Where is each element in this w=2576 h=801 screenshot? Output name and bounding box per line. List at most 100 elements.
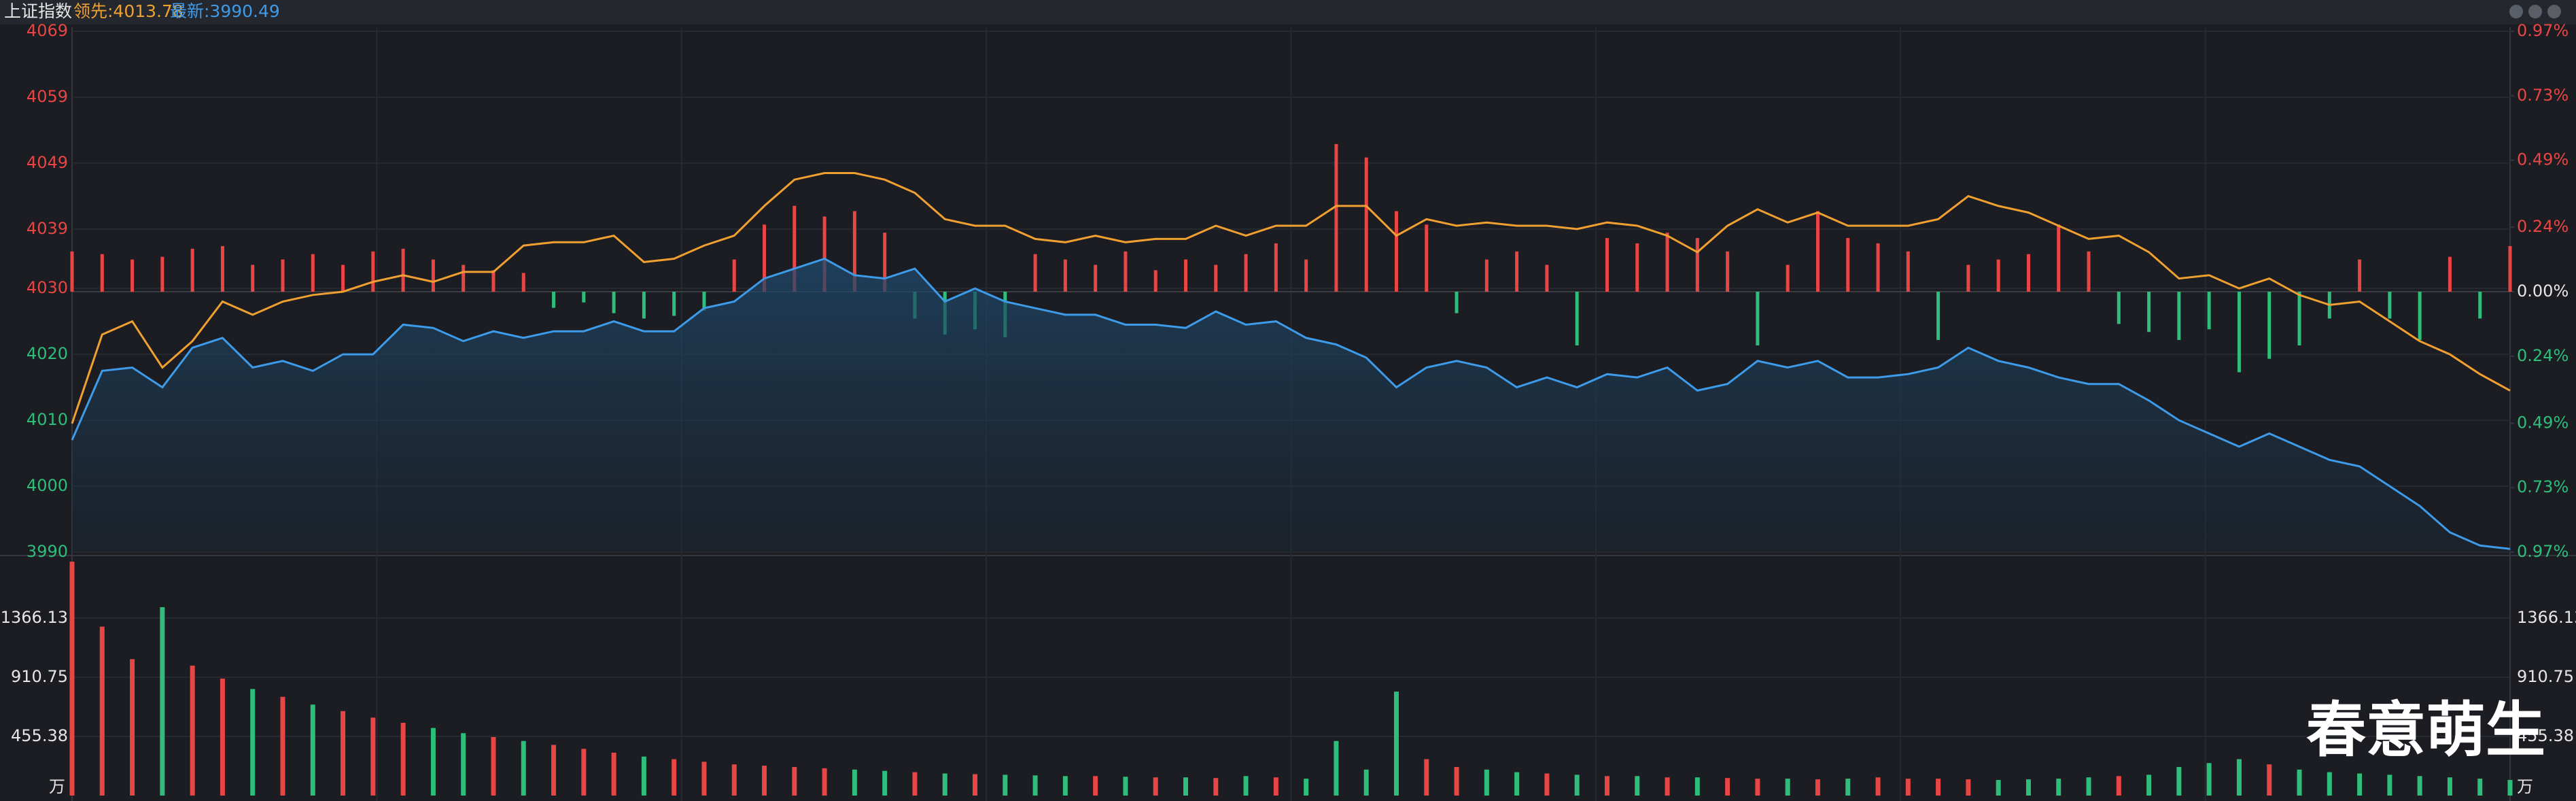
volume-bar (2477, 779, 2483, 796)
momentum-bar (1756, 292, 1760, 345)
volume-bar (1635, 776, 1640, 796)
volume-bar (2327, 772, 2332, 796)
volume-bar (1905, 779, 1911, 796)
volume-bar (250, 689, 256, 796)
momentum-bar (1695, 238, 1699, 292)
zoom-out-button[interactable] (2528, 5, 2542, 18)
momentum-bar (401, 248, 405, 292)
momentum-bar (341, 265, 345, 292)
volume-bar (370, 717, 376, 796)
y-tick-label: 4020 (27, 344, 68, 363)
momentum-bar (2087, 251, 2091, 292)
momentum-bar (2297, 292, 2301, 345)
momentum-bar (1635, 243, 1639, 292)
momentum-bar (2057, 224, 2061, 292)
volume-bar (1363, 769, 1369, 796)
volume-bar (762, 766, 767, 796)
volume-bar (2025, 779, 2031, 796)
volume-bar (2417, 776, 2422, 796)
momentum-bar (1244, 254, 1248, 292)
volume-bar (1815, 779, 1820, 796)
momentum-bar (2147, 292, 2151, 333)
volume-bar (2387, 774, 2392, 796)
y-tick-label: 455.38 (11, 726, 68, 745)
volume-bar (310, 704, 315, 796)
volume-bar (2146, 774, 2152, 796)
volume-bar (130, 659, 135, 796)
y2-tick-label: 910.75 (2517, 667, 2574, 686)
momentum-bar (2388, 292, 2392, 319)
y2-tick-label: 0.24% (2517, 346, 2569, 365)
volume-bar (2357, 773, 2363, 796)
volume-bar (1093, 776, 1098, 796)
volume-bar (1785, 779, 1790, 796)
volume-bar (1032, 775, 1038, 796)
momentum-bar (1936, 292, 1940, 341)
momentum-bar (1304, 259, 1308, 292)
volume-bar (1966, 779, 1971, 796)
y-tick-label: 4030 (27, 278, 68, 297)
volume-bar (1604, 776, 1609, 796)
volume-bar (973, 774, 978, 796)
momentum-bar (2478, 292, 2482, 319)
volume-bar (942, 773, 947, 796)
window-controls[interactable] (2509, 5, 2561, 18)
y-tick-label: 4049 (27, 153, 68, 172)
momentum-bar (582, 292, 586, 303)
momentum-bar (672, 292, 676, 316)
volume-bar (1393, 692, 1399, 796)
momentum-bar (1214, 265, 1218, 292)
price-line (71, 257, 2511, 550)
volume-bar (551, 745, 557, 796)
y-tick-label: 4000 (27, 476, 68, 495)
volume-bar (1304, 779, 1309, 796)
y2-tick-label: 0.97% (2517, 542, 2569, 561)
momentum-bar (521, 273, 525, 292)
momentum-bar (1425, 224, 1429, 292)
momentum-bar (2508, 245, 2512, 292)
line-area (72, 258, 2510, 552)
zoom-in-button[interactable] (2509, 5, 2523, 18)
momentum-bar (1184, 259, 1188, 292)
volume-bar (672, 759, 677, 796)
volume-bar (1725, 778, 1730, 796)
momentum-bar (1996, 259, 2000, 292)
momentum-bar (2237, 292, 2241, 373)
volume-bar (2056, 779, 2061, 796)
volume-bar (1454, 766, 1459, 796)
y2-tick-label: 0.49% (2517, 413, 2569, 432)
momentum-bar (431, 259, 435, 292)
volume-bar (2236, 759, 2242, 796)
momentum-bar (462, 265, 466, 292)
volume-bar (581, 749, 587, 796)
y2-tick-label: 1366.13 (2517, 608, 2576, 627)
volume-bar (1123, 777, 1128, 796)
momentum-bar (130, 259, 135, 292)
momentum-bar (1846, 238, 1850, 292)
y-tick-label: 1366.13 (1, 608, 68, 627)
momentum-bar (251, 265, 255, 292)
y2-tick-label: 0.24% (2517, 217, 2569, 236)
momentum-bar (852, 211, 856, 292)
unit-label: 万 (49, 777, 65, 796)
momentum-bar (883, 233, 887, 292)
volume-bar (731, 764, 737, 796)
settings-button[interactable] (2547, 5, 2561, 18)
watermark: 春意萌生 (2306, 695, 2545, 765)
volume-bar (822, 768, 827, 796)
y2-tick-label: 0.73% (2517, 477, 2569, 496)
momentum-bar (1063, 259, 1067, 292)
volume-bar (641, 756, 646, 796)
momentum-bar (1334, 143, 1338, 292)
y-tick-label: 4010 (27, 410, 68, 429)
momentum-bar (1815, 211, 1820, 292)
momentum-bar (1153, 270, 1158, 292)
momentum-bar (2026, 254, 2030, 292)
momentum-bar (1515, 251, 1519, 292)
momentum-bar (793, 205, 797, 292)
momentum-bar (732, 259, 736, 292)
volume-bar (220, 679, 225, 796)
momentum-bar (2418, 292, 2422, 341)
price-line (71, 172, 2511, 424)
